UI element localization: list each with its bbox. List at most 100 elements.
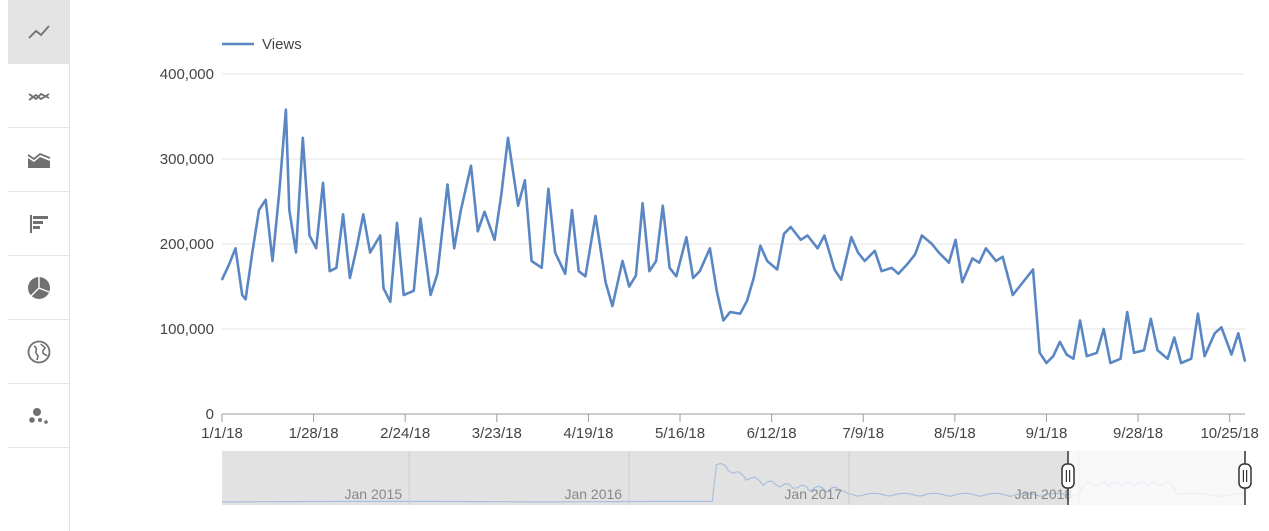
data-point: [1018, 285, 1021, 288]
navigator-year-label: Jan 2017: [784, 486, 842, 502]
data-point: [564, 272, 567, 275]
navigator-left-handle[interactable]: [1061, 463, 1075, 489]
data-point: [493, 238, 496, 241]
data-point: [308, 234, 311, 237]
data-point: [258, 209, 260, 211]
data-point: [1213, 332, 1216, 335]
bar-chart-icon: [29, 214, 48, 233]
pie-chart-button[interactable]: [8, 256, 69, 320]
bar-chart-button[interactable]: [8, 192, 69, 256]
multi-line-chart-button[interactable]: [8, 64, 69, 128]
data-point: [1102, 328, 1105, 330]
data-point: [355, 247, 358, 250]
bubble-chart-button[interactable]: [8, 384, 69, 448]
data-point: [264, 199, 267, 201]
data-point: [1173, 336, 1176, 339]
data-point: [446, 183, 449, 186]
data-point: [295, 251, 297, 254]
data-point: [816, 247, 819, 250]
data-point: [1220, 326, 1223, 329]
data-point: [699, 270, 701, 273]
geo-map-button[interactable]: [8, 320, 69, 384]
navigator-right-handle[interactable]: [1238, 463, 1252, 489]
data-point: [1166, 357, 1169, 360]
data-point: [907, 261, 910, 264]
data-point: [648, 270, 651, 273]
data-point: [1197, 312, 1199, 315]
data-point: [783, 233, 785, 235]
data-point: [800, 238, 802, 241]
data-point: [995, 260, 997, 262]
data-point: [322, 182, 324, 184]
data-point: [221, 278, 223, 281]
y-tick-label: 300,000: [160, 151, 214, 168]
data-point: [1133, 352, 1135, 354]
data-point: [954, 238, 957, 241]
data-point: [897, 272, 900, 275]
data-point: [948, 261, 950, 264]
data-point: [524, 179, 526, 182]
data-point: [389, 301, 392, 303]
data-point: [382, 287, 385, 290]
data-point: [241, 294, 243, 296]
data-point: [850, 236, 853, 238]
data-point: [227, 264, 230, 267]
data-point: [1001, 255, 1004, 258]
data-point: [1038, 352, 1041, 354]
navigator-year-label: Jan 2015: [345, 486, 403, 502]
y-tick-label: 200,000: [160, 236, 214, 253]
data-point: [1156, 349, 1159, 352]
x-tick-label: 1/1/18: [201, 425, 243, 442]
data-point: [460, 209, 462, 211]
x-tick-label: 7/9/18: [842, 425, 884, 442]
data-point: [1244, 360, 1246, 363]
data-point: [863, 260, 866, 262]
line-chart-icon: [27, 24, 50, 39]
data-point: [349, 277, 351, 279]
data-point: [335, 267, 338, 269]
data-point: [880, 270, 883, 273]
data-point: [1237, 332, 1240, 335]
data-point: [621, 260, 624, 262]
globe-icon: [27, 340, 50, 363]
data-point: [517, 204, 519, 207]
data-point: [806, 234, 809, 237]
data-point: [413, 289, 415, 292]
data-point: [890, 267, 893, 269]
data-point: [1045, 362, 1048, 364]
data-point: [961, 281, 964, 284]
data-point: [752, 277, 755, 279]
data-point: [1126, 311, 1129, 313]
data-point: [1072, 357, 1075, 360]
data-point: [857, 251, 859, 254]
data-point: [540, 267, 543, 269]
data-point: [635, 274, 637, 277]
data-point: [1203, 355, 1206, 358]
x-tick-label: 10/25/18: [1200, 425, 1258, 442]
navigator-year-label: Jan 2016: [564, 486, 622, 502]
data-point: [301, 136, 304, 139]
data-point: [729, 311, 731, 313]
data-point: [1096, 352, 1098, 354]
x-tick-label: 6/12/18: [747, 425, 797, 442]
data-point: [396, 221, 398, 224]
views-series-line: [220, 108, 1247, 365]
legend-label: Views: [262, 36, 302, 53]
data-point: [874, 250, 876, 252]
stacked-area-chart-button[interactable]: [8, 128, 69, 192]
data-point: [641, 202, 644, 204]
line-chart-button[interactable]: [8, 0, 69, 64]
data-point: [1119, 357, 1122, 360]
x-tick-label: 9/1/18: [1026, 425, 1068, 442]
data-point: [739, 312, 742, 315]
data-point: [921, 234, 923, 237]
multi-line-chart-icon: [27, 92, 49, 101]
data-point: [668, 267, 671, 269]
data-point: [1149, 318, 1152, 320]
data-point: [594, 215, 597, 217]
data-point: [978, 261, 980, 264]
data-point: [362, 213, 365, 216]
navigator-selection-window: [1068, 451, 1245, 505]
data-point: [611, 305, 614, 307]
data-point: [584, 275, 587, 278]
